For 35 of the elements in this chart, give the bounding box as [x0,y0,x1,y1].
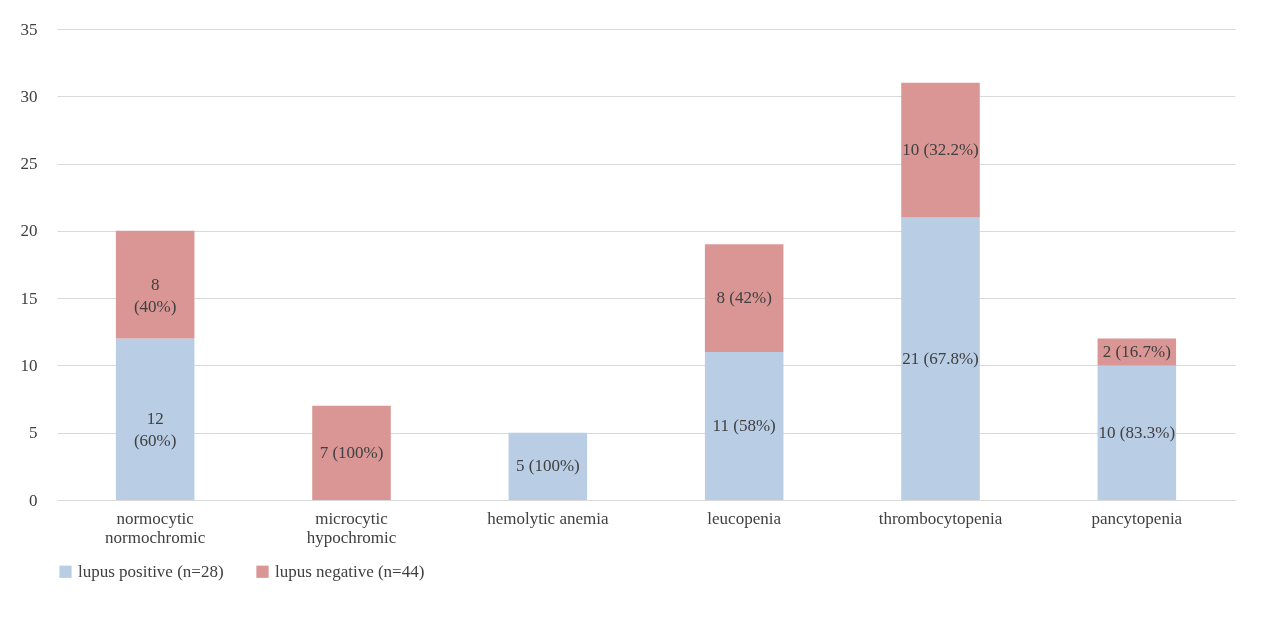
legend-label: lupus positive (n=28) [78,561,224,581]
legend-label: lupus negative (n=44) [275,561,425,581]
bar [704,351,784,500]
y-tick-label: 30 [20,86,38,106]
data-label: 8 (40%) [133,274,177,316]
bar [508,432,588,500]
bar [901,82,980,218]
x-tick-label: leucopenia [707,508,782,528]
data-label: 7 (100%) [319,442,384,462]
data-label: 21 (67.8%) [902,348,979,368]
bar [1097,365,1177,500]
data-label: 10 (83.3%) [1098,422,1176,442]
y-tick-label: 25 [20,154,38,174]
y-tick-label: 10 [20,355,38,375]
x-tick-label: thrombocytopenia [878,508,1003,528]
x-tick-label: pancytopenia [1091,508,1183,528]
bar [901,217,980,500]
data-label: 8 (42%) [716,288,772,308]
data-label: 5 (100%) [515,456,580,476]
bar [704,244,784,352]
data-label: 2 (16.7%) [1102,341,1171,361]
x-tick-label: hemolytic anemia [487,508,609,528]
y-tick-label: 15 [20,288,38,308]
x-tick-label: normocytic normochromic [105,508,206,547]
data-label: 11 (58%) [712,415,776,435]
y-tick-label: 35 [20,19,38,39]
y-tick-label: 20 [20,221,38,241]
bar [115,338,195,500]
bar [115,230,195,339]
y-tick-label: 0 [29,490,38,510]
data-label: 12 (60%) [133,409,177,451]
bar [312,405,391,500]
y-tick-label: 5 [29,423,38,443]
data-label: 10 (32.2%) [902,140,979,160]
x-tick-label: microcytic hypochromic [306,508,397,547]
